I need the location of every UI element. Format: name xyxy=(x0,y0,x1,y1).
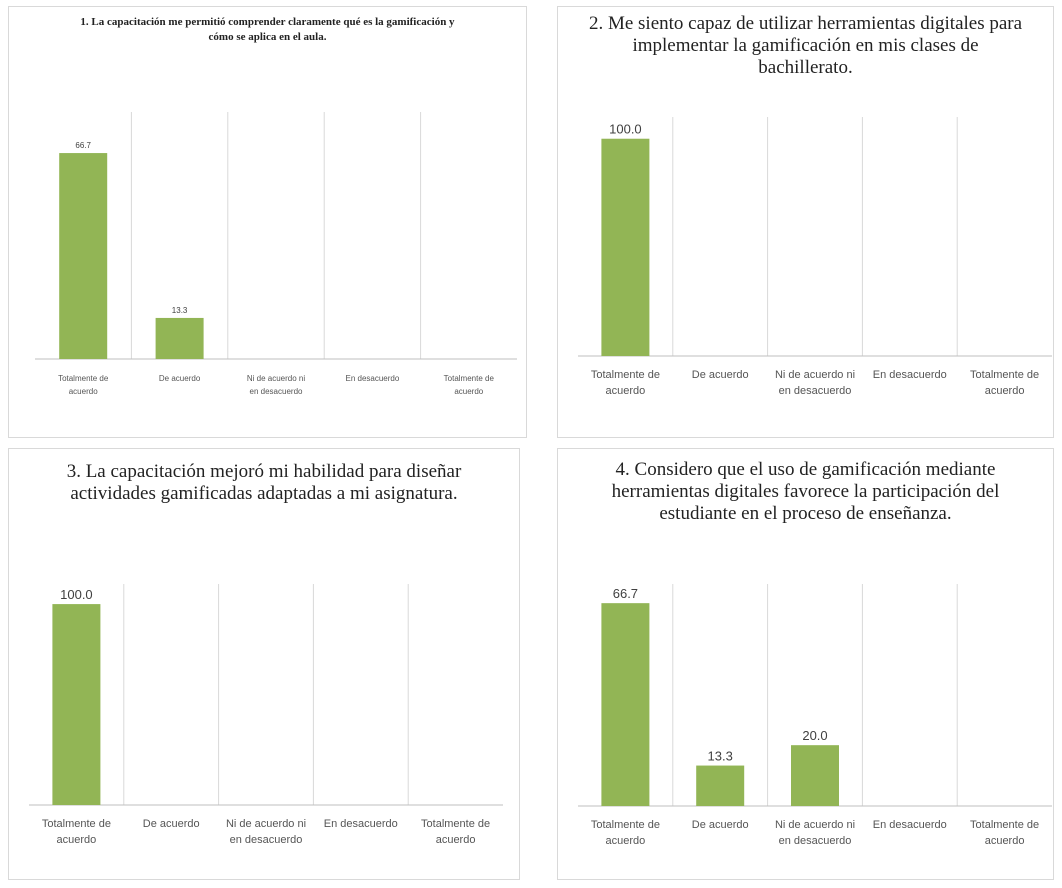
chart-title: 3. La capacitación mejoró mi habilidad p… xyxy=(66,461,462,504)
category-label: Totalmente de acuerdo xyxy=(58,374,109,396)
chart-panel-1: 1. La capacitación me permitió comprende… xyxy=(8,6,527,438)
data-label: 66.7 xyxy=(613,586,638,601)
chart-panel-2: 2. Me siento capaz de utilizar herramien… xyxy=(557,6,1054,438)
data-label: 100.0 xyxy=(60,587,93,602)
chart-title: 4. Considero que el uso de gamificación … xyxy=(611,459,1000,524)
chart-plot: 66.7 Totalmente de acuerdo 13.3 De acuerdo Ni… xyxy=(35,112,517,396)
category-label: Totalmente de acuerdo xyxy=(444,374,495,396)
chart-plot: 100.0 Totalmente de acuerdo De acuerdo Ni de… xyxy=(578,117,1052,397)
bar-1 xyxy=(59,153,108,359)
chart-title: 2. Me siento capaz de utilizar herramien… xyxy=(588,13,1023,78)
category-label: De acuerdo xyxy=(143,818,200,830)
bar-3 xyxy=(791,745,839,806)
category-label: Totalmente de acuerdo xyxy=(591,369,660,397)
data-label: 20.0 xyxy=(802,728,827,743)
bar-2 xyxy=(155,317,204,359)
chart-plot: 100.0 Totalmente de acuerdo De acuerdo Ni de… xyxy=(29,584,503,846)
chart-plot: 66.7 Totalmente de acuerdo 13.3 De acuerdo 20… xyxy=(578,584,1052,847)
chart-panel-3: 3. La capacitación mejoró mi habilidad p… xyxy=(8,448,520,880)
data-label: 100.0 xyxy=(609,122,642,137)
data-label: 66.7 xyxy=(75,141,91,150)
category-label: Totalmente de acuerdo xyxy=(970,819,1039,847)
bar-2 xyxy=(696,765,745,806)
bar-1 xyxy=(601,138,650,356)
category-label: En desacuerdo xyxy=(873,819,947,831)
category-label: En desacuerdo xyxy=(324,818,398,830)
category-label: Totalmente de acuerdo xyxy=(591,819,660,847)
category-label: Ni de acuerdo ni en desacuerdo xyxy=(775,369,855,397)
chart-panel-4: 4. Considero que el uso de gamificación … xyxy=(557,448,1054,880)
data-label: 13.3 xyxy=(172,306,188,315)
category-label: De acuerdo xyxy=(159,374,201,383)
category-label: En desacuerdo xyxy=(873,369,947,381)
category-label: Totalmente de acuerdo xyxy=(42,818,111,846)
chart-title: 1. La capacitación me permitió comprende… xyxy=(80,16,455,43)
data-label: 13.3 xyxy=(708,749,733,764)
bar-1 xyxy=(601,603,650,806)
category-label: Ni de acuerdo ni en desacuerdo xyxy=(247,374,305,396)
category-label: Ni de acuerdo ni en desacuerdo xyxy=(226,818,306,846)
category-label: De acuerdo xyxy=(692,369,749,381)
category-label: De acuerdo xyxy=(692,819,749,831)
category-label: Ni de acuerdo ni en desacuerdo xyxy=(775,819,855,847)
bar-1 xyxy=(52,604,101,805)
category-label: Totalmente de acuerdo xyxy=(421,818,490,846)
category-label: En desacuerdo xyxy=(345,374,399,383)
category-label: Totalmente de acuerdo xyxy=(970,369,1039,397)
